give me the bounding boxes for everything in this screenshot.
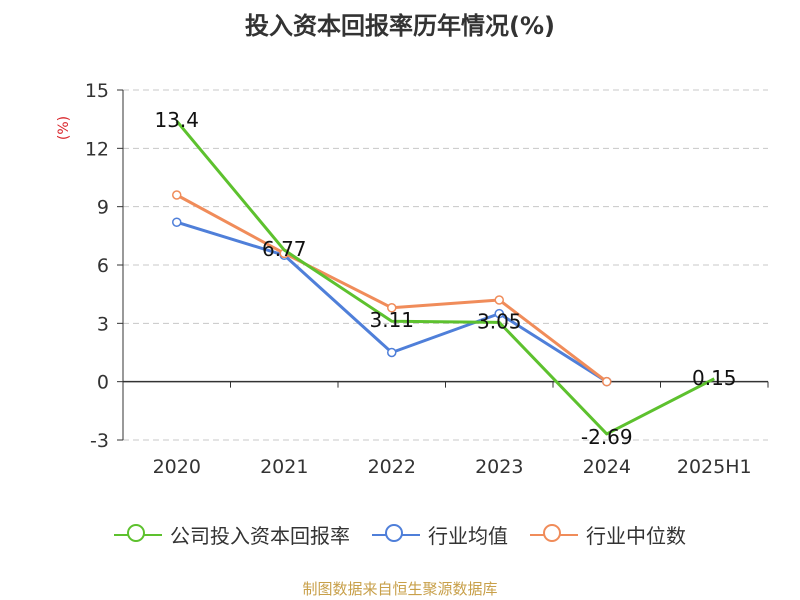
legend-label: 行业中位数	[586, 524, 686, 548]
data-point[interactable]	[172, 190, 182, 200]
y-tick-label: 3	[97, 313, 109, 335]
y-tick-label: 9	[97, 197, 109, 219]
data-label: 3.05	[477, 309, 522, 333]
legend-swatch-icon	[372, 523, 420, 546]
axes	[122, 90, 769, 440]
series-line	[175, 120, 715, 436]
chart-title: 投入资本回报率历年情况(%)	[245, 12, 555, 40]
data-label: 13.4	[154, 108, 199, 132]
series-lines	[172, 120, 715, 436]
x-tick-label: 2020	[153, 456, 201, 478]
data-label: 3.11	[369, 308, 414, 332]
data-point[interactable]	[494, 295, 504, 305]
legend: 公司投入资本回报率 行业均值 行业中位数	[0, 520, 800, 549]
y-tick-label: 0	[97, 372, 109, 394]
y-tick-label: 12	[85, 138, 109, 160]
data-labels: 13.4 6.77 3.11 3.05 -2.69 0.15	[154, 108, 736, 449]
x-tick-label: 2023	[475, 456, 523, 478]
data-point[interactable]	[172, 217, 182, 227]
x-tick-label: 2025H1	[677, 456, 752, 478]
y-tick-label: -3	[90, 430, 109, 452]
legend-swatch-icon	[114, 523, 162, 546]
series-line	[176, 220, 608, 383]
data-point[interactable]	[602, 376, 612, 387]
x-tick-label: 2022	[368, 456, 416, 478]
data-label: 0.15	[692, 366, 737, 390]
data-point[interactable]	[387, 347, 397, 358]
legend-label: 公司投入资本回报率	[170, 524, 350, 548]
y-tick-label: 6	[97, 255, 109, 277]
data-label: 6.77	[262, 237, 307, 261]
grid-lines	[117, 89, 768, 441]
x-tick-label: 2024	[583, 456, 631, 478]
data-point[interactable]	[387, 303, 397, 313]
legend-item-industry-median[interactable]: 行业中位数	[530, 520, 686, 549]
x-tick-label: 2021	[260, 456, 308, 478]
legend-label: 行业均值	[428, 524, 508, 548]
legend-item-industry-mean[interactable]: 行业均值	[372, 520, 508, 549]
y-axis-label: (%)	[56, 116, 72, 140]
x-tick-labels: 2020 2021 2022 2023 2024 2025H1	[153, 456, 752, 478]
legend-item-company[interactable]: 公司投入资本回报率	[114, 520, 350, 549]
y-tick-label: 15	[85, 80, 109, 102]
data-label: -2.69	[581, 425, 633, 449]
data-point[interactable]	[494, 308, 504, 319]
source-note: 制图数据来自恒生聚源数据库	[302, 580, 498, 598]
y-tick-labels: -3 0 3 6 9 12 15	[85, 80, 109, 452]
legend-swatch-icon	[530, 523, 578, 546]
